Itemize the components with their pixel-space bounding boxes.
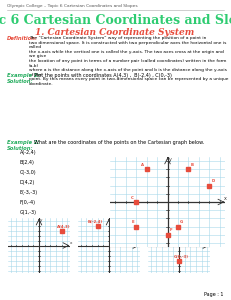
- Text: Example 2:: Example 2:: [7, 140, 40, 145]
- Text: Topic 6 Cartesian Coordinates and Slopes: Topic 6 Cartesian Coordinates and Slopes: [0, 14, 231, 27]
- Text: E(-3,-3): E(-3,-3): [20, 190, 38, 195]
- Text: What are the coordinates of the points on the Cartesian graph below.: What are the coordinates of the points o…: [34, 140, 204, 145]
- Text: G: G: [180, 220, 183, 224]
- Text: Definition:: Definition:: [7, 36, 38, 41]
- Text: x: x: [224, 196, 226, 201]
- Text: A: A: [141, 163, 144, 167]
- Text: x: x: [140, 241, 142, 245]
- Text: Solution:: Solution:: [7, 146, 34, 151]
- Text: G(1,-3): G(1,-3): [20, 210, 37, 215]
- Text: x: x: [210, 241, 212, 245]
- Text: Page : 1: Page : 1: [204, 292, 224, 297]
- Text: C(0,-3): C(0,-3): [174, 255, 189, 259]
- Text: A(-2,4): A(-2,4): [20, 150, 37, 155]
- Text: D(4,2): D(4,2): [20, 180, 35, 185]
- Text: C(-3,0): C(-3,0): [20, 170, 37, 175]
- Text: B(2,4): B(2,4): [20, 160, 35, 165]
- Text: D: D: [211, 179, 215, 183]
- Text: B: B: [191, 163, 194, 167]
- Text: y: y: [40, 218, 42, 222]
- Text: y: y: [179, 218, 182, 222]
- Text: 1. Cartesian Coordinate System: 1. Cartesian Coordinate System: [35, 28, 195, 37]
- Text: y: y: [169, 158, 171, 162]
- Text: A(4,3): A(4,3): [57, 225, 70, 229]
- Text: Example 1:: Example 1:: [7, 73, 40, 78]
- Text: x: x: [70, 241, 72, 245]
- Text: The “Cartesian Coordinate System” way of representing the position of a point in: The “Cartesian Coordinate System” way of…: [29, 36, 228, 86]
- Text: Solution:: Solution:: [7, 79, 34, 84]
- Text: F: F: [170, 228, 173, 232]
- Text: B(-2,4): B(-2,4): [88, 220, 103, 224]
- Text: E: E: [131, 220, 134, 224]
- Text: Plot the points with coordinates A(4,3) ,  B(-2,4) , C(0,-3): Plot the points with coordinates A(4,3) …: [34, 73, 172, 78]
- Text: Olympic College – Topic 6 Cartesian Coordinates and Slopes: Olympic College – Topic 6 Cartesian Coor…: [7, 4, 138, 8]
- Text: C: C: [131, 196, 134, 200]
- Text: y: y: [109, 218, 112, 222]
- Text: F(0,-4): F(0,-4): [20, 200, 36, 205]
